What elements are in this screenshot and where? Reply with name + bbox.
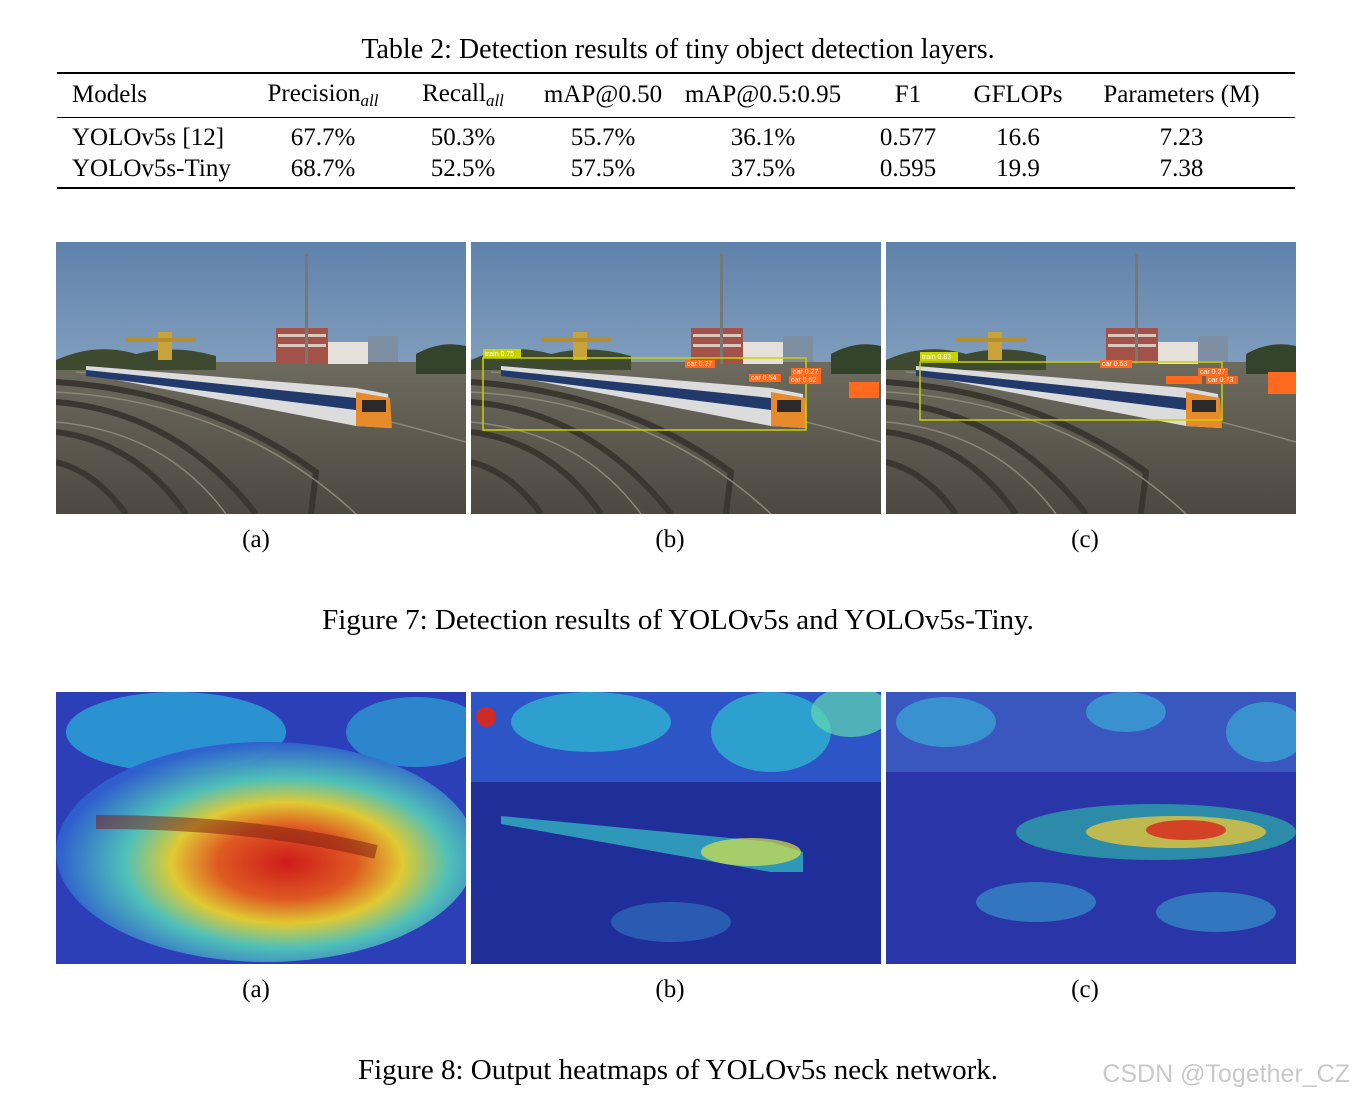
detection-label: car 0.54 <box>751 375 776 382</box>
fig7-label-b: (b) <box>655 526 685 553</box>
fig8-heatmap-a <box>56 692 466 964</box>
cell-params: 7.23 <box>1159 123 1204 151</box>
detection-label: car 0.73 <box>1208 377 1233 384</box>
cell-f1: 0.595 <box>879 155 937 182</box>
cell-map5095: 37.5% <box>730 155 796 182</box>
cell-precision: 68.7% <box>290 155 356 182</box>
detection-label: car 0.53 <box>1102 361 1127 368</box>
header-f1: F1 <box>894 81 922 109</box>
cell-model: YOLOv5s [12] <box>72 123 225 151</box>
fig7-label-c: (c) <box>1071 526 1099 553</box>
figure7-caption: Figure 7: Detection results of YOLOv5s a… <box>322 604 1034 636</box>
cell-params: 7.38 <box>1159 155 1204 182</box>
fig7-label-a: (a) <box>242 526 270 553</box>
header-params: Parameters (M) <box>1103 81 1260 109</box>
train-detection-box <box>482 357 807 431</box>
cell-gflops: 16.6 <box>996 123 1040 151</box>
table-header-row: Models Precisionall Recallall mAP@0.50 m… <box>57 73 1295 117</box>
cell-map50: 55.7% <box>570 123 636 151</box>
fig7-panel-a <box>56 242 466 514</box>
table-row: YOLOv5s-Tiny 68.7% 52.5% 57.5% 37.5% 0.5… <box>57 152 1295 188</box>
figure8-caption: Figure 8: Output heatmaps of YOLOv5s nec… <box>357 1054 999 1086</box>
cell-gflops: 19.9 <box>996 155 1040 182</box>
cell-f1: 0.577 <box>879 123 937 151</box>
table-row: YOLOv5s [12] 67.7% 50.3% 55.7% 36.1% 0.5… <box>57 117 1295 152</box>
header-map50: mAP@0.50 <box>543 81 663 109</box>
detection-label: car 0.27 <box>1200 369 1225 376</box>
cell-map50: 57.5% <box>570 155 636 182</box>
header-gflops: GFLOPs <box>973 81 1063 109</box>
cell-recall: 52.5% <box>430 155 496 182</box>
cell-precision: 67.7% <box>290 123 356 151</box>
detection-label: car 0.27 <box>793 369 818 376</box>
fig8-heatmap-b <box>471 692 881 964</box>
cell-model: YOLOv5s-Tiny <box>72 155 231 182</box>
train-detection-box <box>919 361 1223 421</box>
detection-label: train 0.83 <box>922 354 951 361</box>
cell-recall: 50.3% <box>430 123 496 151</box>
header-map5095: mAP@0.5:0.95 <box>684 81 842 109</box>
header-recall: Recallall <box>422 79 504 110</box>
fig8-label-c: (c) <box>1071 976 1099 1003</box>
fig7-panel-c: train 0.83 car 0.53 car 0.27 car 0.73 <box>886 242 1296 514</box>
detection-label: car 0.62 <box>791 377 816 384</box>
fig7-panel-b: train 0.75 car 0.27 car 0.27 car 0.54 ca… <box>471 242 881 514</box>
results-table: Models Precisionall Recallall mAP@0.50 m… <box>57 72 1295 189</box>
header-precision: Precisionall <box>267 79 379 110</box>
header-models: Models <box>72 81 147 109</box>
fig8-heatmap-c <box>886 692 1296 964</box>
table-caption: Table 2: Detection results of tiny objec… <box>361 34 995 65</box>
watermark: CSDN @Together_CZ <box>1102 1060 1350 1088</box>
cell-map5095: 36.1% <box>730 123 796 151</box>
detection-label: train 0.75 <box>485 351 514 358</box>
fig8-label-a: (a) <box>242 976 270 1003</box>
detection-label: car 0.27 <box>687 361 712 368</box>
fig8-label-b: (b) <box>655 976 685 1003</box>
